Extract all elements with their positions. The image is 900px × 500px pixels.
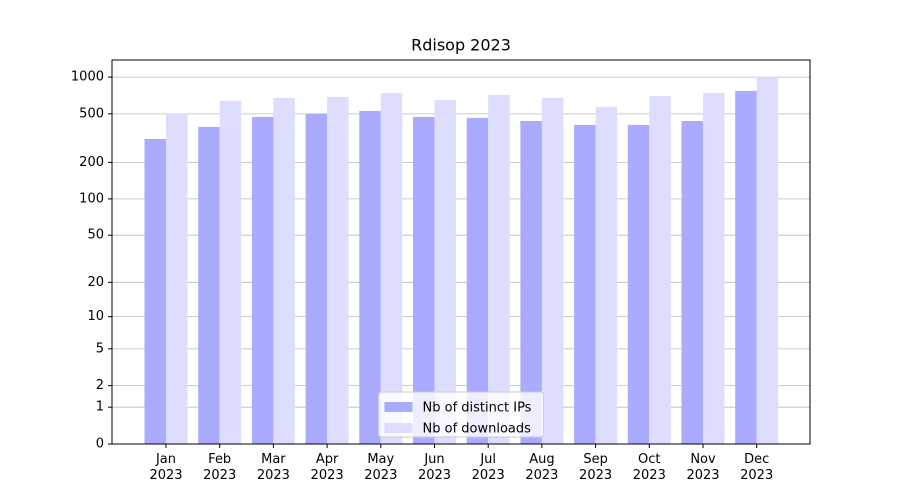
x-tick-label: Jan 2023 — [149, 452, 183, 483]
legend-swatch — [384, 423, 413, 433]
y-tick-label: 1 — [96, 400, 104, 415]
x-tick-label: Feb 2023 — [203, 452, 237, 483]
y-tick-label: 200 — [79, 155, 104, 170]
x-tick-label: Oct 2023 — [632, 452, 666, 483]
bar — [219, 100, 242, 444]
bar — [520, 120, 542, 444]
x-tick-label: Nov 2023 — [686, 452, 720, 483]
legend-box — [378, 391, 544, 438]
bar — [466, 117, 489, 444]
y-tick-label: 20 — [87, 275, 104, 290]
bar — [681, 120, 703, 444]
bar — [595, 106, 618, 445]
y-tick-label: 1000 — [71, 70, 104, 85]
bar — [327, 97, 349, 445]
bar — [735, 91, 757, 445]
bar — [359, 110, 381, 444]
bar — [488, 94, 510, 444]
bar — [574, 124, 596, 444]
x-tick-label: Aug 2023 — [525, 452, 559, 483]
y-tick-label: 500 — [79, 106, 104, 121]
bar — [273, 97, 295, 444]
plot-frame — [111, 59, 811, 445]
bar — [649, 96, 671, 445]
bar — [166, 113, 188, 445]
bar — [703, 92, 725, 444]
bar — [627, 124, 650, 444]
bar — [251, 116, 274, 445]
x-tick-label: Jul 2023 — [471, 452, 505, 483]
y-tick-label: 0 — [96, 437, 104, 452]
bar — [144, 139, 166, 445]
bar — [305, 113, 328, 445]
legend-swatch — [384, 402, 413, 412]
bar — [198, 126, 220, 444]
x-tick-label: Mar 2023 — [256, 452, 290, 483]
x-tick-label: Dec 2023 — [740, 452, 774, 483]
bar — [434, 99, 456, 445]
x-tick-label: May 2023 — [364, 452, 398, 483]
x-tick-label: Apr 2023 — [310, 452, 344, 483]
chart-title: Rdisop 2023 — [411, 36, 511, 55]
bar — [413, 116, 435, 445]
legend-label: Nb of downloads — [423, 422, 532, 437]
y-tick-label: 50 — [87, 228, 104, 243]
x-tick-label: Jun 2023 — [417, 452, 452, 483]
bar — [756, 77, 779, 444]
y-tick-label: 5 — [96, 341, 104, 356]
x-tick-label: Sep 2023 — [579, 452, 613, 483]
legend-label: Nb of distinct IPs — [423, 401, 532, 416]
y-tick-label: 100 — [79, 191, 104, 206]
bar — [380, 92, 403, 444]
y-tick-label: 2 — [96, 378, 104, 393]
y-tick-label: 10 — [87, 309, 104, 324]
bar — [541, 97, 564, 444]
